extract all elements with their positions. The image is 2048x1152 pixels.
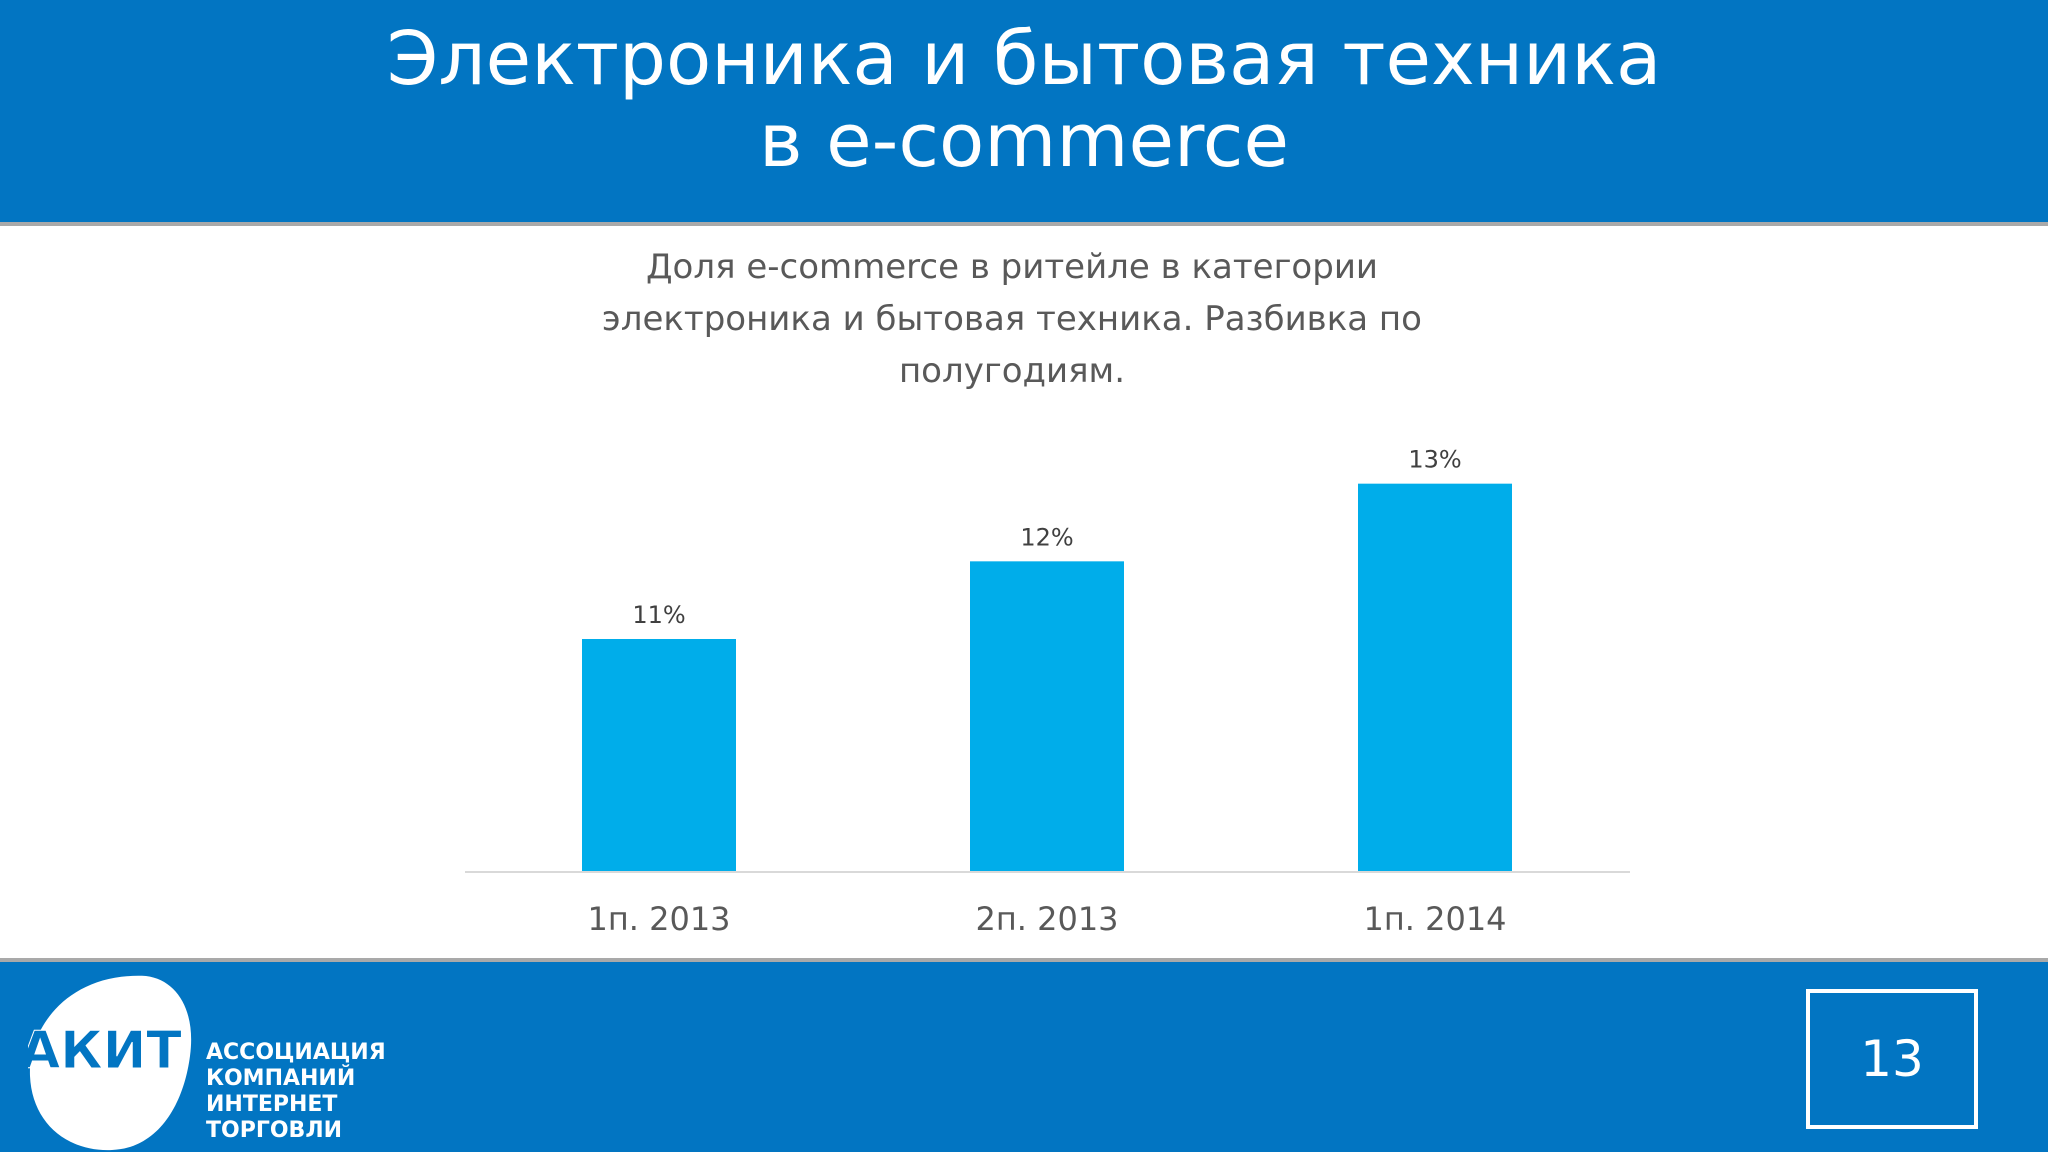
chart-data-labels: 11% 12% 13% xyxy=(632,446,1461,629)
header-divider xyxy=(0,222,2048,226)
slide-title-line-1: Электроника и бытовая техника xyxy=(386,16,1662,102)
logo-blob-shape xyxy=(29,975,192,1151)
page-number: 13 xyxy=(1860,1030,1924,1088)
logo-abbreviation: АКИТ xyxy=(28,1021,182,1081)
footer-bar xyxy=(0,962,2048,1152)
logo-line-4: ТОРГОВЛИ xyxy=(206,1118,343,1143)
bar-3 xyxy=(1358,483,1512,872)
slide-title-line-2: в e-commerce xyxy=(758,98,1290,184)
akit-logo: АКИТ xyxy=(28,975,192,1151)
chart-title-line-2: электроника и бытовая техника. Разбивка … xyxy=(602,299,1422,339)
page-number-box: 13 xyxy=(1806,989,1978,1129)
tick-label-1: 1п. 2013 xyxy=(587,900,730,938)
tick-label-3: 1п. 2014 xyxy=(1363,900,1506,938)
logo-wordmark: АССОЦИАЦИЯ КОМПАНИЙ ИНТЕРНЕТ ТОРГОВЛИ xyxy=(206,1040,386,1144)
chart-title-line-3: полугодиям. xyxy=(899,351,1125,391)
slide-title: Электроника и бытовая техника в e-commer… xyxy=(0,18,2048,182)
data-label-3: 13% xyxy=(1408,446,1461,474)
logo-line-2: КОМПАНИЙ xyxy=(206,1066,356,1091)
footer-divider xyxy=(0,958,2048,962)
x-axis-tick-labels: 1п. 2013 2п. 2013 1п. 2014 xyxy=(587,900,1506,938)
bar-2 xyxy=(970,561,1124,872)
title-banner xyxy=(0,0,2048,222)
tick-label-2: 2п. 2013 xyxy=(975,900,1118,938)
bar-chart: Доля e-commerce в ритейле в категории эле… xyxy=(465,247,1630,938)
logo-line-3: ИНТЕРНЕТ xyxy=(206,1092,338,1117)
data-label-2: 12% xyxy=(1020,523,1073,551)
chart-title-line-1: Доля e-commerce в ритейле в категории xyxy=(646,247,1378,287)
chart-bars xyxy=(582,483,1512,872)
chart-title: Доля e-commerce в ритейле в категории эле… xyxy=(602,247,1422,391)
logo-line-1: АССОЦИАЦИЯ xyxy=(206,1040,386,1065)
bar-1 xyxy=(582,639,736,872)
chart-area: Доля e-commerce в ритейле в категории эле… xyxy=(0,226,2048,960)
data-label-1: 11% xyxy=(632,601,685,629)
